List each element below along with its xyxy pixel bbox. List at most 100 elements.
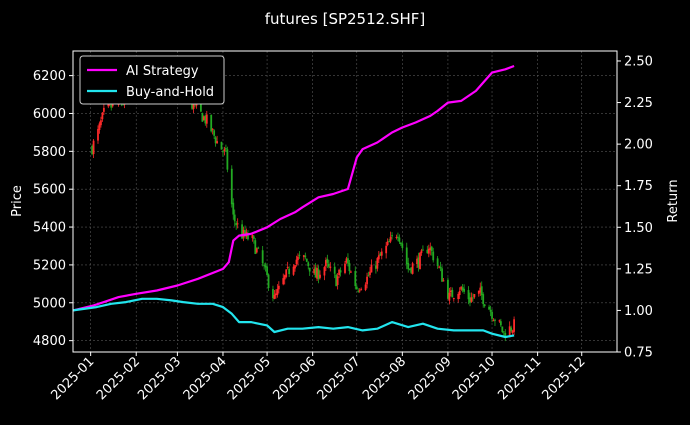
candle-body bbox=[483, 304, 486, 307]
buy-and-hold-line bbox=[72, 297, 515, 339]
candle-body bbox=[429, 247, 432, 251]
candle-body bbox=[499, 321, 502, 326]
candle-body bbox=[463, 288, 465, 292]
candle-body bbox=[266, 266, 268, 276]
candle-body bbox=[264, 265, 267, 268]
y-tick-label: 4800 bbox=[33, 334, 66, 349]
candle-body bbox=[277, 285, 280, 290]
candle-body bbox=[439, 267, 442, 269]
candle-body bbox=[408, 268, 411, 270]
candle-body bbox=[232, 202, 235, 215]
candle-body bbox=[226, 149, 229, 170]
candle-body bbox=[326, 258, 329, 263]
candle-body bbox=[201, 113, 204, 122]
candle-body bbox=[441, 268, 443, 282]
candle-body bbox=[251, 235, 254, 239]
candle-body bbox=[369, 271, 371, 275]
y2-tick-label: 2.25 bbox=[624, 96, 653, 111]
candle-body bbox=[252, 236, 255, 239]
candle-body bbox=[110, 104, 113, 108]
candle-body bbox=[257, 247, 260, 249]
y2-tick-label: 1.50 bbox=[624, 221, 653, 236]
candle-body bbox=[304, 255, 307, 258]
candle-body bbox=[482, 294, 485, 305]
candle-body bbox=[470, 297, 473, 302]
candle-body bbox=[349, 271, 352, 273]
candle-body bbox=[255, 248, 258, 253]
candle-body bbox=[395, 237, 398, 239]
candle-body bbox=[263, 264, 266, 266]
candle-body bbox=[422, 249, 424, 251]
candle-body bbox=[376, 258, 379, 269]
y-tick-label: 5400 bbox=[33, 221, 66, 236]
legend-label-ai-strategy: AI Strategy bbox=[126, 64, 199, 79]
candle-body bbox=[479, 287, 482, 293]
candle-body bbox=[510, 327, 513, 332]
candle-body bbox=[338, 269, 341, 276]
candle-body bbox=[358, 290, 361, 292]
y-tick-label: 6000 bbox=[33, 107, 66, 122]
candle-body bbox=[389, 236, 392, 242]
candle-body bbox=[467, 290, 470, 300]
candle-body bbox=[419, 252, 421, 270]
candle-body bbox=[397, 236, 399, 238]
candle-body bbox=[416, 258, 418, 264]
candle-body bbox=[308, 267, 311, 272]
y-tick-label: 6200 bbox=[33, 69, 66, 84]
candle-body bbox=[192, 104, 195, 110]
y2-tick-label: 1.00 bbox=[624, 304, 653, 319]
candle-body bbox=[211, 128, 214, 130]
candle-body bbox=[469, 297, 471, 303]
candle-body bbox=[380, 251, 383, 256]
candle-body bbox=[91, 145, 94, 155]
candle-body bbox=[327, 263, 330, 267]
series-lines bbox=[72, 64, 515, 339]
candle-body bbox=[508, 326, 511, 338]
y-tick-label: 5200 bbox=[33, 258, 66, 273]
candle-body bbox=[401, 243, 404, 248]
candle-body bbox=[107, 103, 110, 107]
candle-body bbox=[298, 254, 301, 256]
candle-body bbox=[501, 326, 504, 332]
candle-body bbox=[461, 287, 464, 291]
candle-body bbox=[355, 286, 358, 290]
candle-body bbox=[205, 114, 208, 124]
y-tick-label: 5600 bbox=[33, 183, 66, 198]
candle-body bbox=[222, 151, 224, 153]
candle-body bbox=[319, 274, 321, 278]
candle-body bbox=[233, 214, 236, 222]
candle-body bbox=[385, 245, 388, 254]
candle-body bbox=[451, 289, 454, 298]
candle-body bbox=[282, 278, 285, 285]
candle-body bbox=[254, 240, 257, 254]
candle-body bbox=[247, 233, 249, 240]
candle-body bbox=[313, 268, 316, 274]
candle-body bbox=[285, 269, 288, 277]
ai-strategy-line bbox=[72, 64, 515, 312]
candle-body bbox=[216, 141, 218, 144]
candle-body bbox=[244, 230, 246, 236]
candle-body bbox=[333, 266, 336, 274]
candle-body bbox=[388, 241, 391, 243]
candle-body bbox=[97, 129, 99, 141]
chart-title: futures [SP2512.SHF] bbox=[265, 10, 425, 28]
y-axis-label: Price bbox=[10, 185, 25, 217]
candle-body bbox=[367, 275, 370, 277]
candle-body bbox=[100, 120, 102, 126]
candle-body bbox=[236, 223, 239, 225]
candle-body bbox=[449, 290, 452, 293]
candle-body bbox=[235, 222, 238, 226]
candle-body bbox=[276, 289, 279, 295]
candle-body bbox=[366, 276, 368, 285]
y2-tick-label: 2.50 bbox=[624, 54, 653, 69]
candle-body bbox=[336, 276, 339, 285]
candle-body bbox=[357, 290, 360, 292]
candle-body bbox=[261, 250, 264, 264]
candle-body bbox=[432, 251, 435, 261]
candle-body bbox=[399, 242, 402, 245]
legend: AI Strategy Buy-and-Hold bbox=[79, 55, 225, 105]
candle-body bbox=[377, 255, 380, 260]
candle-body bbox=[354, 271, 357, 287]
